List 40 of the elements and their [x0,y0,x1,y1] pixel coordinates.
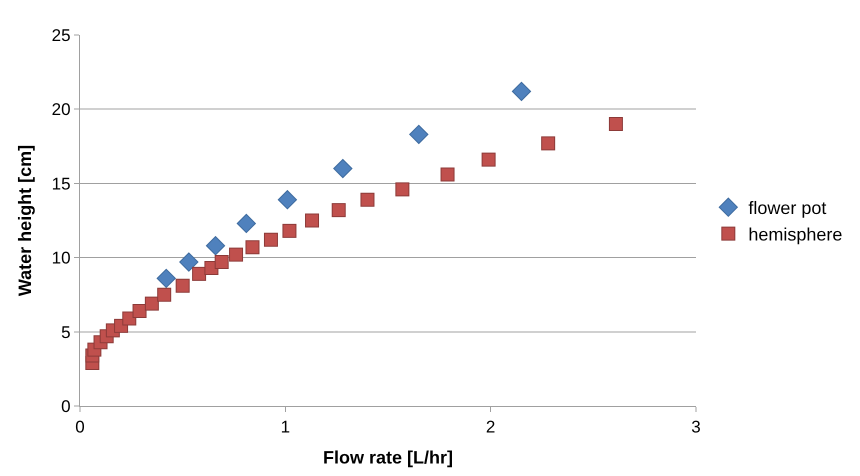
point [179,252,198,272]
x-tick-label: 2 [486,417,496,436]
y-tick-label: 15 [52,174,71,194]
x-tick-label: 3 [691,417,701,436]
point [305,214,320,228]
point [333,158,352,178]
x-tick-label: 1 [280,417,290,436]
x-tick-label: 0 [75,417,85,436]
point [278,190,297,210]
point [608,117,623,132]
point [214,255,229,270]
point [332,203,346,218]
point [482,152,496,167]
y-tick-label: 0 [61,396,71,416]
legend-label: flower pot [748,198,826,218]
point [245,240,260,254]
y-tick-label: 25 [52,26,71,45]
point [409,124,428,144]
y-tick-label: 5 [61,322,71,342]
point [176,278,190,293]
y-axis-title: Water height [cm] [14,144,35,296]
point [229,248,244,262]
y-tick-label: 10 [52,248,71,268]
point [192,266,206,281]
point [395,182,410,196]
point [144,296,159,311]
y-tick-label: 20 [52,100,71,120]
legend-label: hemisphere [748,224,842,245]
point [282,224,296,238]
point [512,82,532,101]
point [132,304,147,318]
point [236,214,256,234]
point [440,168,455,182]
point [206,236,226,256]
point [157,288,172,302]
point [264,232,278,247]
point [360,192,374,207]
x-axis-title: Flow rate [L/hr] [323,448,453,468]
point [156,268,176,288]
point [541,136,556,150]
